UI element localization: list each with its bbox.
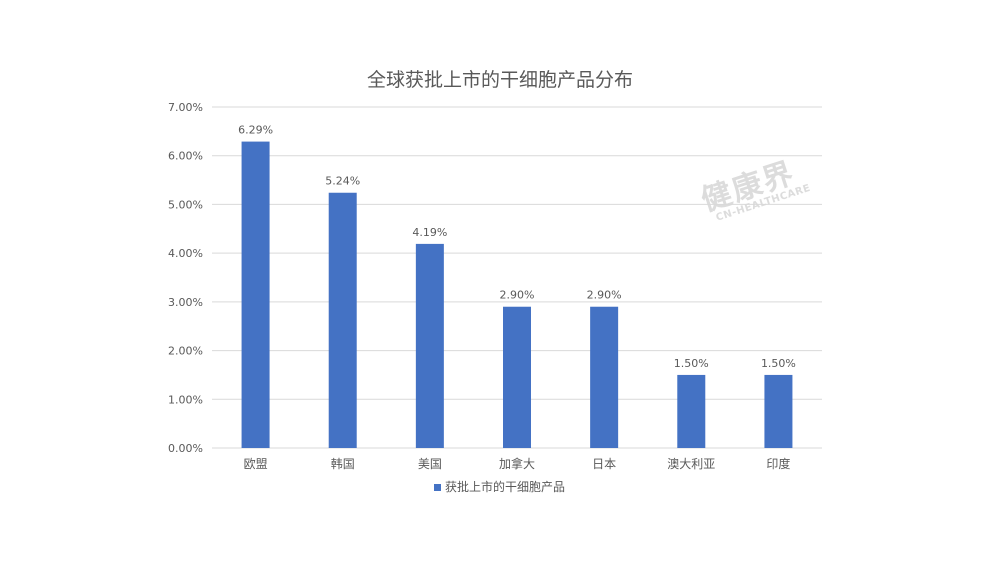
bar (764, 374, 793, 448)
data-label: 2.90% (587, 289, 622, 302)
x-tick-label: 日本 (592, 457, 616, 471)
data-labels: 6.29% 5.24% 4.19% 2.90% 2.90% 1.50% 1.50% (238, 124, 796, 370)
y-tick-label: 5.00% (168, 198, 203, 211)
data-label: 1.50% (674, 357, 709, 370)
y-tick-label: 6.00% (168, 150, 203, 163)
x-tick-label: 美国 (418, 457, 442, 471)
y-tick-label: 7.00% (168, 101, 203, 114)
x-tick-label: 澳大利亚 (667, 457, 715, 471)
y-tick-label: 2.00% (168, 345, 203, 358)
y-axis-ticks: 0.00% 1.00% 2.00% 3.00% 4.00% 5.00% 6.00% 7.00% (168, 101, 203, 455)
x-axis-ticks: 欧盟 韩国 美国 加拿大 日本 澳大利亚 印度 (244, 456, 791, 471)
x-tick-label: 欧盟 (244, 457, 268, 471)
bar (328, 192, 357, 448)
bar (503, 306, 531, 448)
data-label: 1.50% (761, 357, 796, 370)
y-tick-label: 4.00% (168, 247, 203, 260)
bars (241, 141, 793, 448)
legend-label: 获批上市的干细胞产品 (445, 479, 565, 494)
x-tick-label: 韩国 (331, 456, 355, 471)
chart-title: 全球获批上市的干细胞产品分布 (367, 69, 633, 91)
x-tick-label: 加拿大 (499, 456, 535, 471)
legend: 获批上市的干细胞产品 (434, 479, 565, 494)
y-tick-label: 0.00% (168, 442, 203, 455)
data-label: 4.19% (412, 226, 447, 239)
bar (415, 243, 444, 448)
data-label: 2.90% (500, 289, 535, 302)
bar (590, 306, 619, 448)
y-tick-label: 1.00% (168, 393, 203, 406)
legend-swatch (434, 484, 441, 491)
x-tick-label: 印度 (766, 456, 790, 471)
data-label: 6.29% (238, 124, 273, 137)
data-label: 5.24% (325, 175, 360, 188)
bar (241, 141, 270, 448)
y-tick-label: 3.00% (168, 296, 203, 309)
bar (677, 374, 706, 448)
